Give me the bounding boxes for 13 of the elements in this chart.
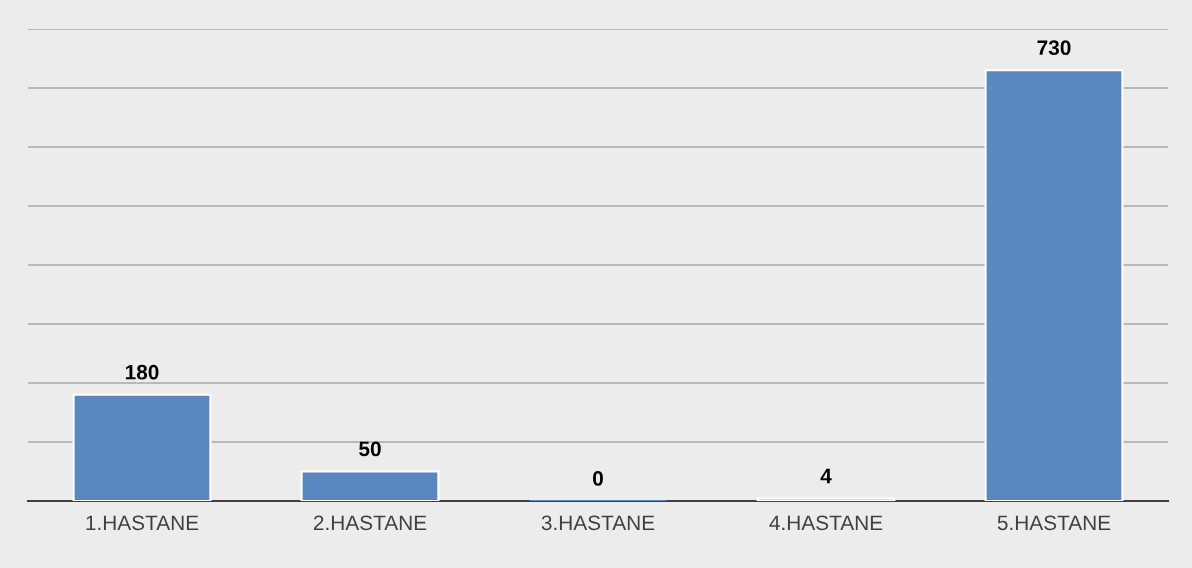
- data-label: 50: [359, 441, 381, 457]
- data-label: 4: [820, 468, 832, 484]
- bar: [72, 393, 212, 501]
- data-label: 0: [593, 471, 603, 486]
- x-tick-label: 2.HASTANE: [313, 515, 427, 531]
- data-label: 180: [125, 364, 159, 380]
- bar: [300, 470, 440, 501]
- bar: [984, 69, 1124, 501]
- x-tick-label: 5.HASTANE: [997, 515, 1111, 531]
- x-tick-label: 4.HASTANE: [769, 515, 883, 531]
- data-label: 730: [1037, 40, 1071, 56]
- x-tick-label: 3.HASTANE: [541, 515, 655, 531]
- x-tick-label: 1.HASTANE: [86, 515, 199, 531]
